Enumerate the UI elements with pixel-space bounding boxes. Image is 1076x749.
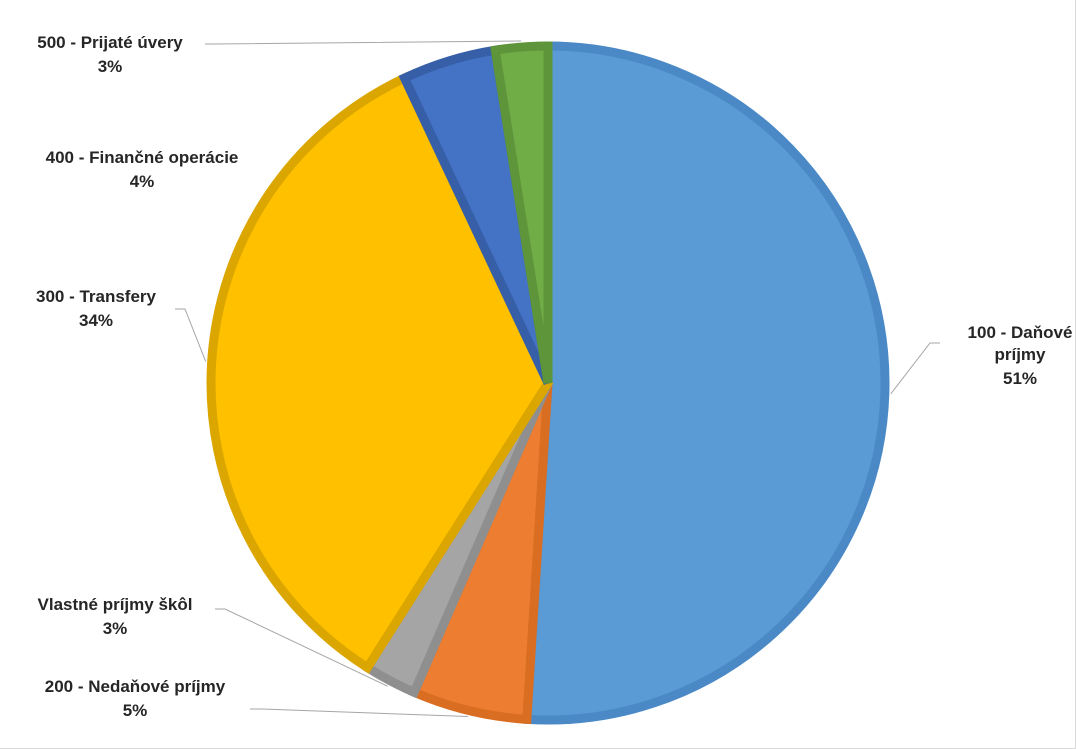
- percent-label-1: 5%: [123, 701, 148, 720]
- pie-slice-0: [522, 41, 890, 725]
- pie-slice-5: [490, 41, 553, 384]
- data-label-2: Vlastné príjmy škôl 3%: [38, 595, 193, 638]
- data-label-5: 500 - Prijaté úvery 3%: [37, 33, 183, 76]
- leader-line-2: [215, 608, 388, 687]
- data-label-0: 100 - Daňové príjmy 51%: [968, 323, 1073, 388]
- leader-line-1: [250, 708, 468, 718]
- pie-slices: [206, 41, 890, 725]
- data-labels: 100 - Daňové príjmy 51% 200 - Nedaňové príj…: [36, 33, 1072, 720]
- pie-slice-3: [206, 72, 554, 674]
- leader-line-0: [890, 342, 940, 395]
- percent-label-5: 3%: [98, 57, 123, 76]
- data-label-3: 300 - Transfery 34%: [36, 287, 157, 330]
- percent-label-0: 51%: [1003, 369, 1037, 388]
- leader-line-3: [175, 308, 207, 362]
- percent-label-2: 3%: [103, 619, 128, 638]
- percent-label-4: 4%: [130, 172, 155, 191]
- data-label-4: 400 - Finančné operácie 4%: [46, 148, 239, 191]
- leader-line-5: [205, 40, 522, 45]
- data-label-1: 200 - Nedaňové príjmy 5%: [45, 677, 226, 720]
- leader-lines: [175, 40, 940, 718]
- percent-label-3: 34%: [79, 311, 113, 330]
